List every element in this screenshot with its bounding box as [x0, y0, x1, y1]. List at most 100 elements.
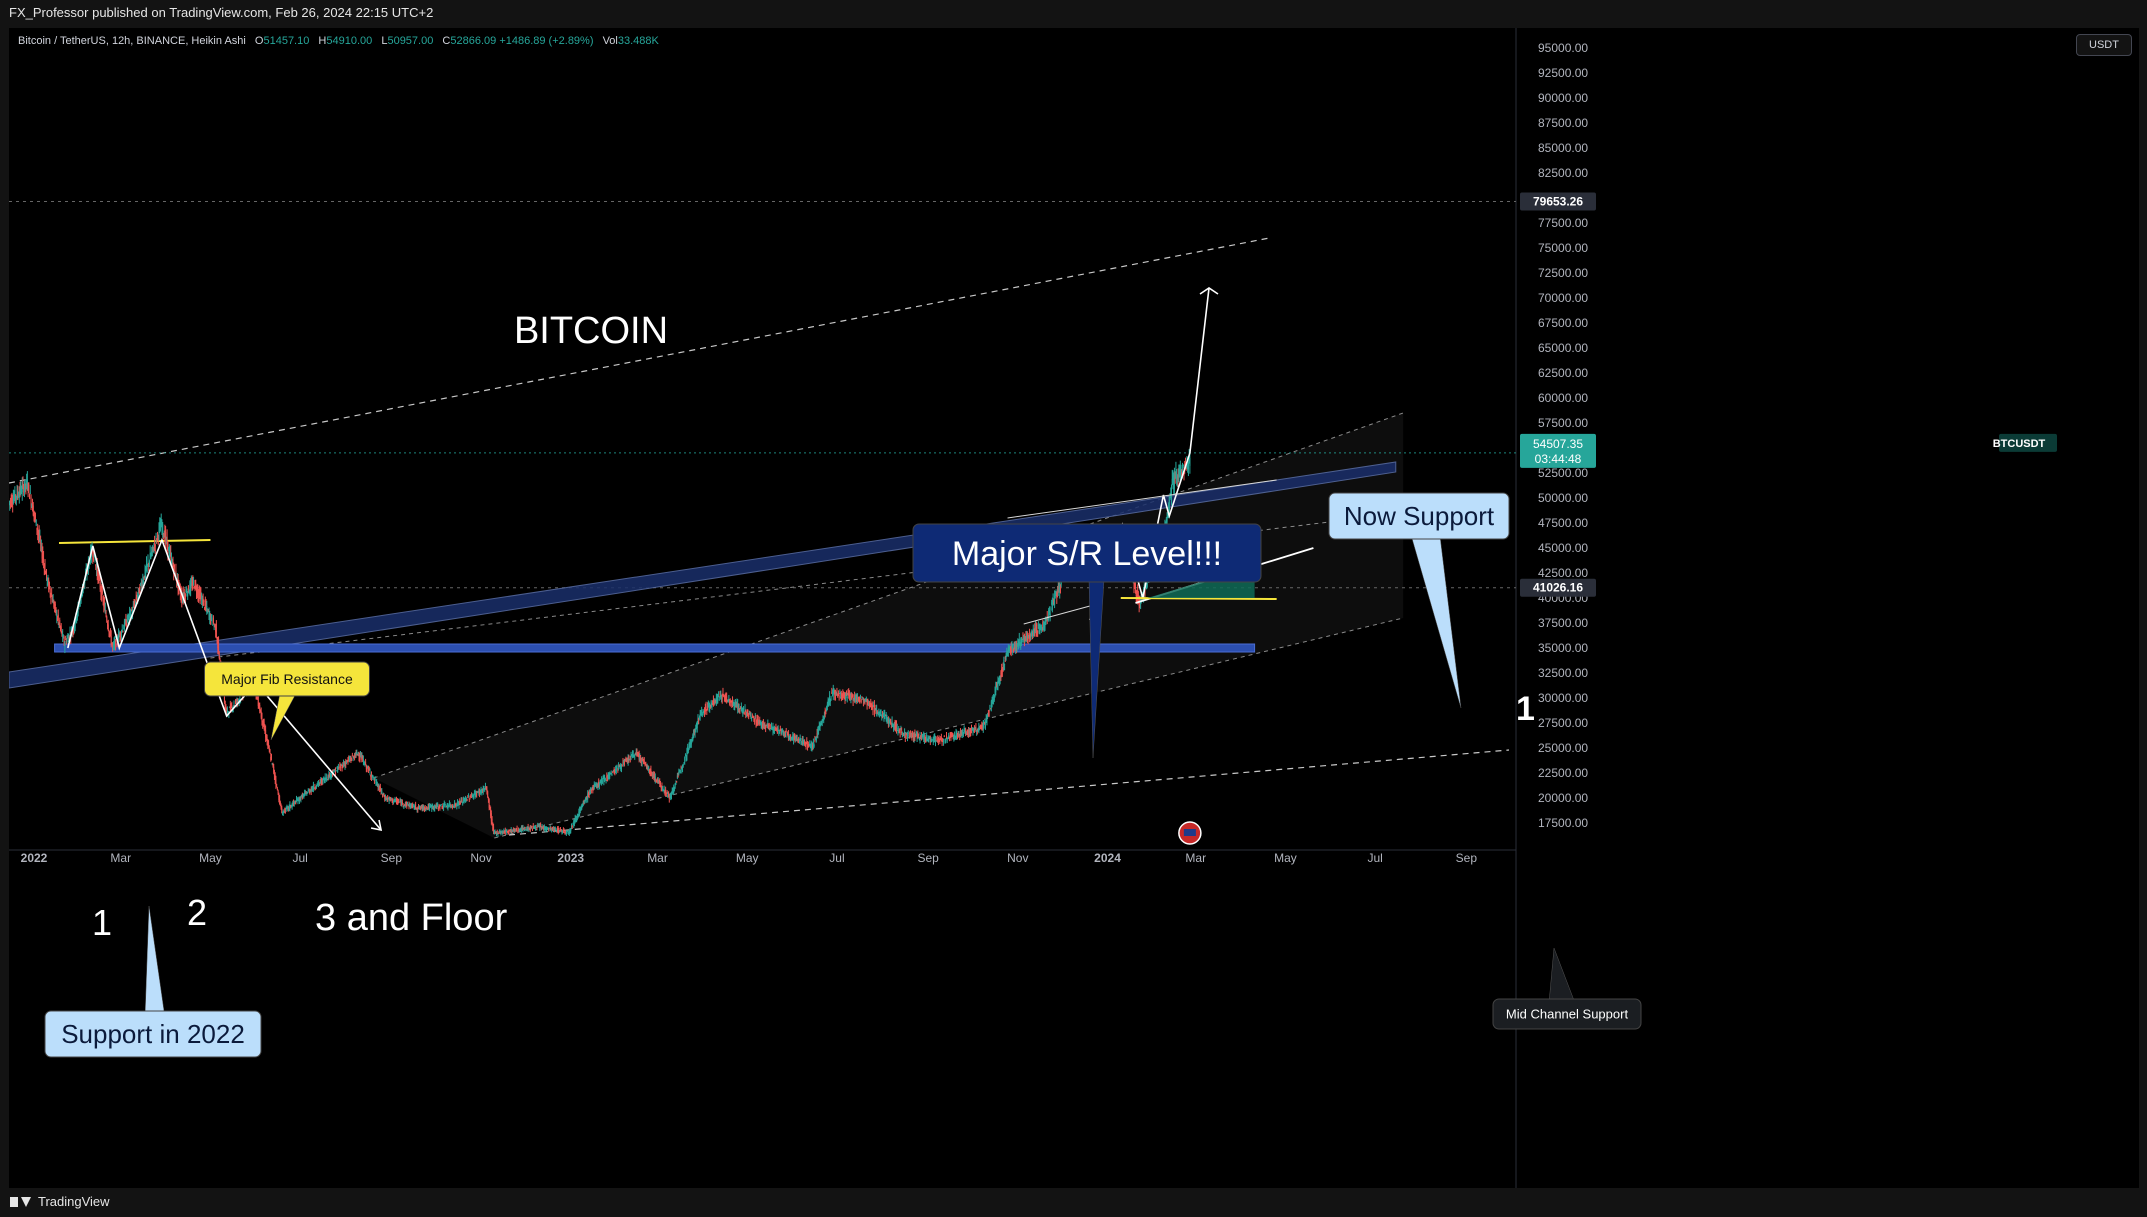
candle-body	[493, 831, 495, 833]
candle-body	[152, 546, 154, 548]
candle-body	[153, 548, 155, 553]
candle-body	[92, 551, 94, 557]
candle-body	[1179, 468, 1181, 477]
candle-body	[236, 701, 238, 703]
volume-label: Vol	[602, 35, 618, 47]
candle-body	[715, 700, 717, 704]
candle-body	[810, 744, 812, 748]
candle-body	[819, 722, 821, 730]
candle-body	[346, 760, 348, 762]
candle-body	[822, 719, 824, 721]
candle-body	[473, 792, 475, 794]
candle-body	[443, 803, 445, 807]
candle-body	[439, 807, 441, 809]
candle-body	[584, 801, 586, 803]
candle-body	[732, 704, 734, 706]
candle-body	[565, 830, 567, 833]
candle-body	[990, 701, 992, 708]
candle-body	[1187, 462, 1189, 470]
candle-body	[583, 802, 585, 804]
candle-body	[278, 795, 280, 801]
candle-body	[502, 831, 504, 833]
candle-body	[12, 498, 14, 503]
candle-body	[180, 591, 182, 598]
candle-body	[104, 609, 106, 613]
candle-body	[527, 826, 529, 830]
candle-body	[1002, 663, 1004, 666]
candle-body	[903, 734, 905, 736]
candle-body	[801, 741, 803, 743]
candle-body	[437, 804, 439, 806]
candle-body	[550, 827, 552, 830]
y-tick-label: 65000.00	[1538, 341, 1588, 355]
candle-body	[476, 791, 478, 793]
candle-body	[704, 708, 706, 713]
y-tick-label: 20000.00	[1538, 791, 1588, 805]
candle-body	[893, 723, 895, 729]
candle-body	[32, 505, 34, 516]
candle-body	[638, 753, 640, 760]
candle-body	[1057, 592, 1059, 595]
candle-body	[1175, 471, 1177, 475]
candle-body	[391, 799, 393, 802]
candle-body	[959, 731, 961, 735]
currency-button[interactable]: USDT	[2076, 34, 2132, 56]
candle-body	[896, 728, 898, 730]
candle-body	[442, 806, 444, 808]
candle-body	[488, 799, 490, 808]
candle-body	[100, 588, 102, 594]
candle-body	[884, 714, 886, 716]
candle-body	[696, 724, 698, 729]
candle-body	[596, 783, 597, 788]
candle-body	[462, 798, 464, 801]
ticker-label: BTCUSDT	[1993, 438, 2046, 450]
price-chart[interactable]: 95000.0092500.0090000.0087500.0085000.00…	[9, 28, 2139, 1191]
candle-body	[737, 705, 739, 710]
candle-body	[268, 748, 270, 751]
candle-body	[326, 779, 328, 781]
candle-body	[968, 730, 970, 734]
candle-body	[743, 712, 745, 715]
candle-body	[702, 709, 704, 712]
candle-body	[999, 677, 1001, 682]
candle-body	[920, 735, 922, 737]
y-tick-label: 67500.00	[1538, 316, 1588, 330]
candle-body	[392, 798, 394, 802]
candle-body	[435, 804, 437, 808]
candle-body	[665, 793, 667, 795]
candle-body	[510, 829, 512, 832]
candle-body	[589, 790, 591, 795]
candle-body	[784, 732, 786, 734]
candle-body	[182, 598, 184, 602]
candle-body	[50, 593, 52, 599]
candle-body	[324, 777, 326, 782]
chart-area[interactable]: 95000.00 92500.00 90000.00 87500.00 85000.00…	[9, 28, 2139, 1191]
candle-body	[26, 479, 28, 486]
candle-body	[621, 764, 623, 767]
candle-body	[759, 720, 761, 725]
candle-body	[121, 629, 123, 631]
tradingview-brand[interactable]: TradingView	[10, 1194, 110, 1209]
candle-body	[613, 769, 615, 773]
candle-body	[532, 826, 534, 828]
candle-body	[285, 807, 287, 810]
candle-body	[1134, 582, 1136, 585]
candle-body	[398, 801, 400, 803]
candle-body	[912, 734, 914, 738]
candle-body	[612, 771, 614, 773]
candle-body	[1186, 464, 1188, 466]
candle-body	[812, 743, 814, 749]
candle-body	[646, 766, 647, 768]
candle-body	[945, 740, 947, 742]
candle-body	[914, 733, 916, 739]
support-2022-callout-text: Support in 2022	[61, 1019, 245, 1049]
candle-body	[698, 719, 700, 721]
candle-body	[98, 575, 100, 580]
candle-body	[521, 827, 523, 829]
candle-body	[315, 788, 317, 790]
candle-body	[526, 829, 528, 831]
candle-body	[373, 777, 375, 779]
candle-body	[334, 768, 336, 774]
candle-body	[62, 633, 64, 636]
candle-body	[632, 753, 634, 756]
